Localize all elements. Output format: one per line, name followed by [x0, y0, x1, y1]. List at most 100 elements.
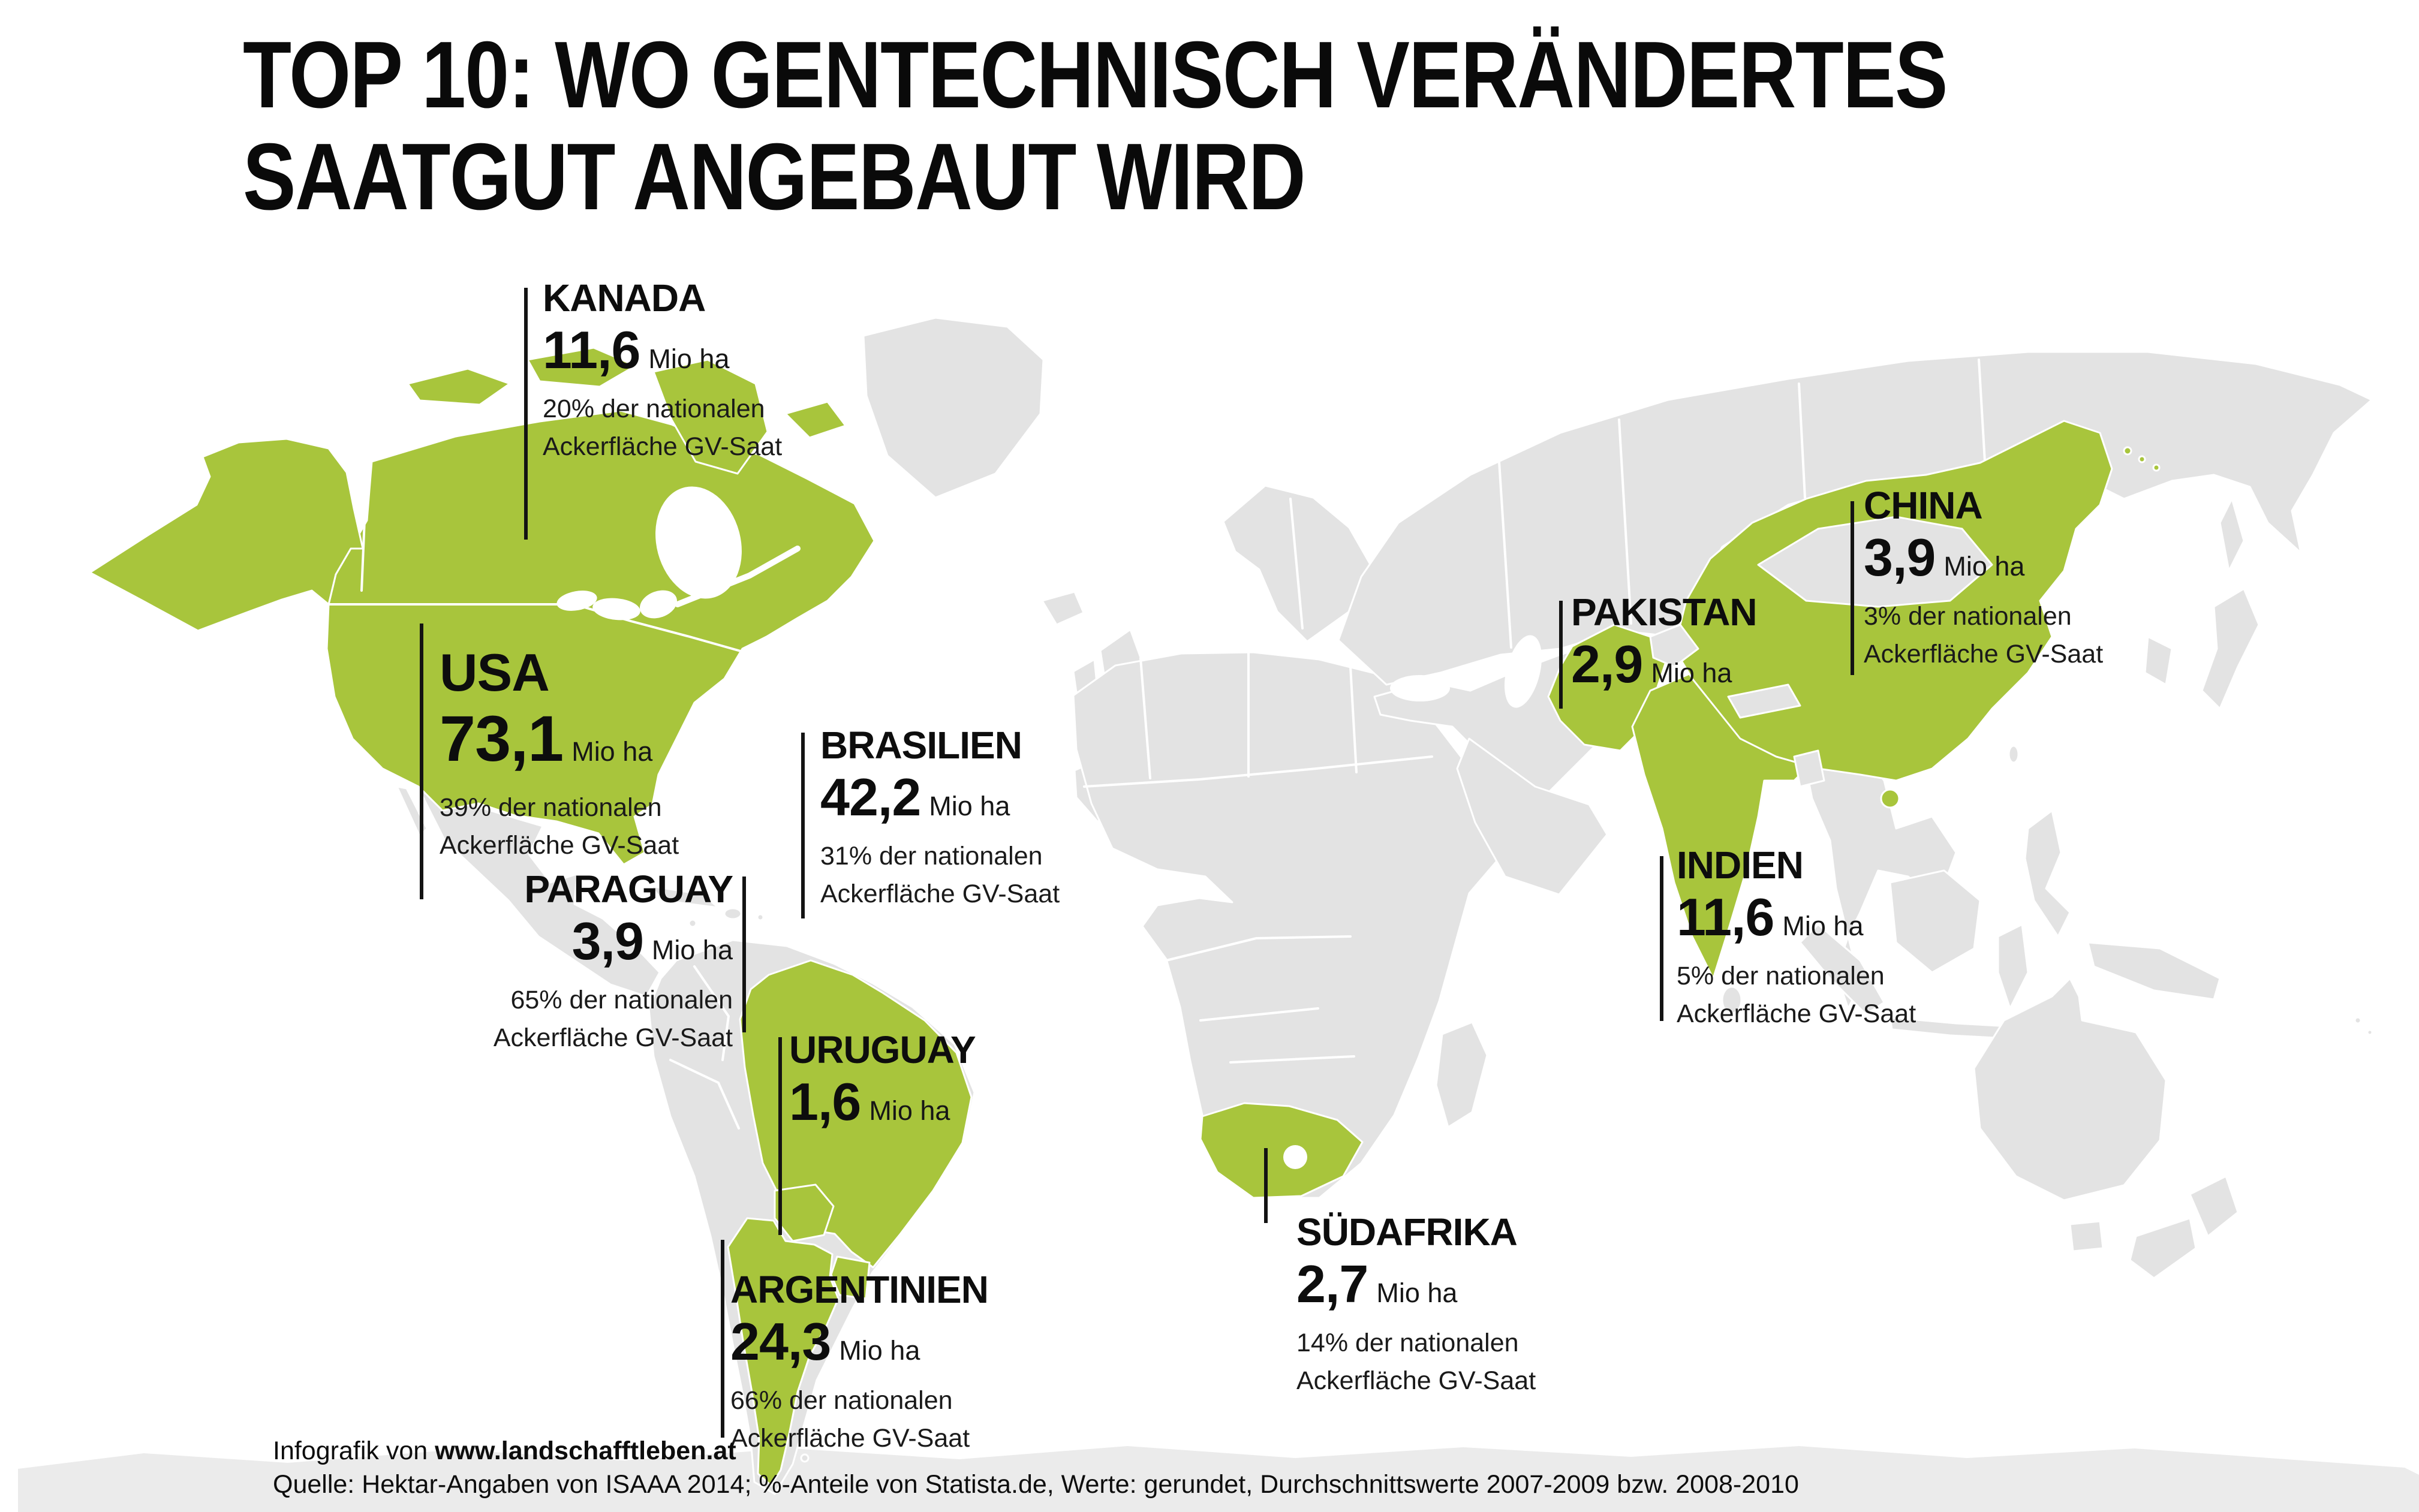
country-share2: Ackerfläche GV-Saat — [543, 432, 783, 461]
map-region-hawaii-2 — [2138, 455, 2146, 463]
map-region-falklands — [800, 1453, 810, 1463]
country-share: 20% der nationalen — [543, 394, 765, 423]
map-country-alaska — [89, 438, 364, 632]
map-region-pacific-island — [2366, 1029, 2373, 1036]
map-water-great-lake-2 — [592, 598, 640, 621]
map-country-paraguay — [774, 1183, 835, 1242]
map-country-uruguay — [830, 1255, 871, 1300]
map-region-taiwan — [2008, 745, 2020, 764]
label-pakistan: PAKISTAN 2,9 Mio ha — [1571, 590, 1758, 702]
country-unit: Mio ha — [1651, 658, 1732, 688]
country-share: 31% der nationalen — [820, 842, 1043, 871]
map-water-st-lawrence — [675, 546, 801, 607]
country-name: PARAGUAY — [524, 868, 733, 911]
map-region-hainan — [1880, 788, 1900, 809]
leader-brasilien — [801, 733, 805, 918]
map-region-australia — [1973, 977, 2167, 1201]
country-unit: Mio ha — [648, 344, 730, 374]
map-region-jamaica — [688, 918, 697, 928]
page-title: TOP 10: WO GENTECHNISCH VERÄNDERTES SAAT… — [243, 22, 1948, 228]
label-argentinien: ARGENTINIEN 24,3 Mio ha 66% der nationale… — [730, 1267, 989, 1457]
label-suedafrika: SÜDAFRIKA 2,7 Mio ha 14% der nationalen A… — [1296, 1210, 1536, 1400]
map-region-sumatra — [1799, 923, 1885, 1016]
label-china: CHINA 3,9 Mio ha 3% der nationalen Ackerf… — [1864, 483, 2103, 673]
footer: Infografik von www.landschafftleben.at Q… — [273, 1434, 1799, 1501]
map-region-korea — [2144, 635, 2173, 686]
country-unit: Mio ha — [1376, 1278, 1458, 1308]
footer-source: Quelle: Hektar-Angaben von ISAAA 2014; %… — [273, 1470, 1799, 1499]
map-water-hudson-bay — [655, 486, 742, 599]
map-region-bangladesh — [1793, 749, 1825, 788]
label-uruguay: URUGUAY 1,6 Mio ha — [789, 1028, 976, 1140]
country-share2: Ackerfläche GV-Saat — [820, 880, 1060, 908]
country-value: 2,7 — [1296, 1254, 1368, 1314]
map-region-sulawesi — [1997, 923, 2029, 1010]
country-share: 65% der nationalen — [510, 986, 733, 1014]
country-share2: Ackerfläche GV-Saat — [1677, 999, 1916, 1028]
map-region-arctic-island-1 — [407, 368, 511, 406]
country-value: 24,3 — [730, 1312, 831, 1371]
country-name: KANADA — [543, 276, 706, 320]
map-country-canada-usa — [326, 409, 875, 866]
map-region-cuba — [649, 885, 720, 909]
label-paraguay: PARAGUAY 3,9 Mio ha 65% der nationalen Ac… — [494, 867, 733, 1057]
map-region-mongolia — [1757, 516, 1993, 608]
country-value: 1,6 — [789, 1072, 861, 1131]
country-name: CHINA — [1864, 484, 1983, 527]
map-region-new-zealand-south — [2129, 1217, 2197, 1279]
country-value: 2,9 — [1571, 634, 1643, 694]
map-region-puerto-rico — [756, 913, 765, 921]
map-region-sakhalin — [2219, 498, 2245, 572]
country-unit: Mio ha — [1782, 911, 1864, 941]
map-region-philippines — [2024, 809, 2071, 938]
leader-usa — [420, 624, 423, 899]
leader-indien — [1660, 856, 1663, 1021]
country-share: 5% der nationalen — [1677, 962, 1885, 990]
map-region-tasmania — [2069, 1220, 2104, 1252]
country-name: INDIEN — [1677, 844, 1804, 887]
country-share2: Ackerfläche GV-Saat — [440, 831, 679, 860]
map-border-usa-canada — [327, 603, 746, 653]
country-share: 3% der nationalen — [1864, 602, 2072, 631]
country-share: 39% der nationalen — [440, 793, 662, 822]
country-value: 11,6 — [1677, 887, 1774, 947]
country-share2: Ackerfläche GV-Saat — [493, 1023, 733, 1052]
country-value: 3,9 — [1864, 528, 1936, 587]
country-unit: Mio ha — [839, 1335, 920, 1366]
map-region-lesotho — [1283, 1145, 1307, 1169]
map-water-great-lake-1 — [556, 591, 597, 611]
footer-credit-site: www.landschafftleben.at — [435, 1436, 736, 1465]
map-region-madagascar — [1435, 1021, 1488, 1128]
country-value: 73,1 — [440, 702, 564, 775]
country-share2: Ackerfläche GV-Saat — [1296, 1366, 1536, 1395]
map-country-south-africa — [1199, 1102, 1364, 1199]
map-region-hawaii-3 — [2152, 463, 2161, 472]
country-name: ARGENTINIEN — [730, 1268, 989, 1311]
map-region-arctic-island-2 — [526, 347, 637, 388]
country-unit: Mio ha — [1943, 551, 2025, 582]
map-region-fiji — [2354, 1016, 2362, 1025]
map-region-baja — [396, 785, 428, 838]
country-name: SÜDAFRIKA — [1296, 1210, 1518, 1254]
country-unit: Mio ha — [929, 791, 1010, 821]
country-share2: Ackerfläche GV-Saat — [1864, 640, 2104, 668]
label-indien: INDIEN 11,6 Mio ha 5% der nationalen Acke… — [1677, 843, 1916, 1033]
map-region-mexico-central-america — [417, 787, 661, 998]
map-region-iceland — [1041, 591, 1085, 626]
map-water-great-lake-3 — [640, 590, 677, 619]
footer-credit: Infografik von www.landschafftleben.at — [273, 1434, 1799, 1468]
leader-china — [1851, 501, 1854, 675]
country-share: 14% der nationalen — [1296, 1329, 1519, 1357]
map-country-argentina — [727, 1217, 840, 1487]
country-value: 42,2 — [820, 767, 921, 827]
label-kanada: KANADA 11,6 Mio ha 20% der nationalen Ack… — [543, 276, 782, 466]
map-region-hawaii — [2123, 446, 2132, 456]
country-name: BRASILIEN — [820, 724, 1022, 767]
map-region-sri-lanka — [1721, 986, 1743, 1014]
map-region-japan — [2201, 588, 2260, 710]
page-title-line1: TOP 10: WO GENTECHNISCH VERÄNDERTES — [243, 22, 1948, 128]
leader-uruguay — [778, 1037, 782, 1235]
country-name: PAKISTAN — [1571, 591, 1758, 634]
leader-suedafrika — [1264, 1148, 1268, 1223]
leader-pakistan — [1559, 601, 1563, 709]
